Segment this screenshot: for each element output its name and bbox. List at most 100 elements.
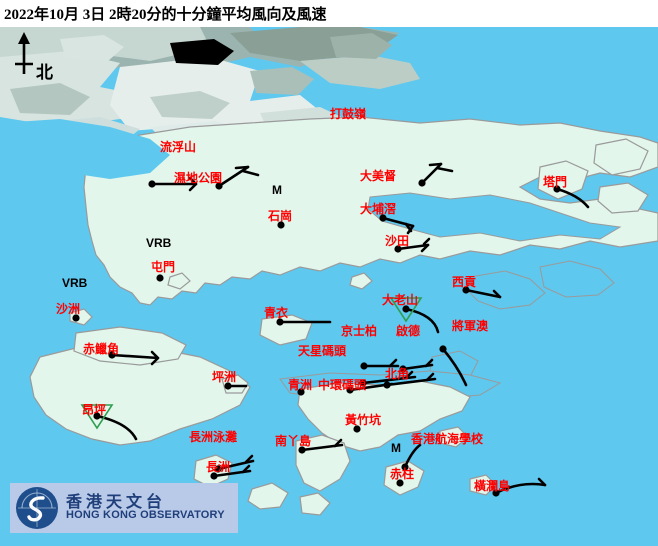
station-dot[interactable] [298,446,306,454]
missing-data-flag: M [391,441,401,455]
wind-barb [300,438,344,452]
wind-barb-feather [404,222,415,235]
station-label[interactable]: 大美督 [360,169,397,183]
station-dot[interactable] [399,365,407,373]
station-dot[interactable] [396,479,404,487]
station-label[interactable]: 橫瀾島 [474,479,511,493]
station-dot[interactable] [277,221,285,229]
station-dot[interactable] [359,379,367,387]
wind-barb-feather [424,358,434,368]
wind-barb [150,176,198,192]
station-dot[interactable] [215,182,223,190]
station-dot[interactable] [379,214,387,222]
wind-barb-feather [241,464,251,474]
wind-barb-feather [388,358,398,368]
wind-barb [494,477,547,495]
wind-barb [381,216,415,235]
station-dot[interactable] [402,305,410,313]
wind-barb-shaft [441,347,468,387]
station-label[interactable]: 南丫島 [275,434,312,448]
station-dot[interactable] [360,362,368,370]
station-label[interactable]: 沙洲 [56,302,81,316]
station-dot[interactable] [148,180,156,188]
north-label: 北 [36,63,53,82]
wind-barb [420,162,454,185]
station-label[interactable]: 濕地公園 [174,171,223,185]
wind-barb [212,464,252,478]
variable-wind-flag: VRB [146,236,172,250]
station-label[interactable]: 塔門 [543,175,568,189]
station-label[interactable]: 香港航海學校 [411,432,484,446]
station-dot[interactable] [394,245,402,253]
wind-barb [464,288,502,299]
station-label[interactable]: 長洲 [206,460,231,474]
station-label[interactable]: 流浮山 [160,140,197,154]
station-dot[interactable] [462,286,470,294]
station-label[interactable]: 北角 [385,367,410,381]
station-label[interactable]: 天星碼頭 [298,344,347,358]
station-dot[interactable] [214,465,222,473]
station-dot[interactable] [72,314,80,322]
station-label[interactable]: 屯門 [151,260,176,274]
station-label[interactable]: 黃竹坑 [345,413,382,427]
station-label[interactable]: 長洲泳灘 [189,430,238,444]
station-label[interactable]: 打鼓嶺 [330,107,367,121]
station-dot[interactable] [553,185,561,193]
wind-barb [404,307,440,334]
station-dot[interactable] [346,386,354,394]
station-dot[interactable] [108,351,116,359]
station-label[interactable]: 坪洲 [212,370,237,384]
wind-barb-feather [404,370,414,380]
station-dot[interactable] [224,382,232,390]
station-label[interactable]: 石崗 [268,209,293,223]
station-dot[interactable] [353,425,361,433]
station-dot[interactable] [297,388,305,396]
station-dot[interactable] [439,345,447,353]
wind-barb-feather [333,438,343,448]
station-dot[interactable] [93,412,101,420]
wind-barb [401,358,434,371]
wind-barb-feather [537,477,547,487]
station-dot[interactable] [276,318,284,326]
wind-barb [217,165,260,188]
wind-barb-feather [150,350,160,366]
station-label[interactable]: 青衣 [264,306,289,320]
station-dot[interactable] [210,472,218,480]
station-label[interactable]: 沙田 [385,234,410,248]
land-polygons [0,116,658,516]
map-canvas[interactable]: 打鼓嶺流浮山濕地公園 大美督 塔門石崗 M 大埔滘沙田屯門 VRB 西貢沙洲 VRB 大老山青衣… [0,27,658,546]
station-label[interactable]: 將軍澳 [452,319,489,333]
station-label[interactable]: 京士柏 [341,324,378,338]
wind-barb [385,372,437,387]
station-dot[interactable] [418,179,426,187]
wind-barb [362,358,400,368]
station-label[interactable]: 青洲 [288,378,313,392]
wind-barb [396,237,431,253]
station-marker-layer [72,179,561,497]
wind-barb [110,350,160,366]
station-label[interactable]: 中環碼頭 [318,378,367,392]
station-dot[interactable] [401,463,409,471]
station-triangle-marker [389,297,423,323]
north-arrow-icon: 北 [6,30,66,82]
missing-data-flag: M [272,183,282,197]
station-label[interactable]: 赤柱 [390,467,415,481]
station-label[interactable]: 西貢 [452,275,477,289]
station-label[interactable]: 大老山 [382,293,419,307]
station-label[interactable]: 赤鱲角 [83,342,120,356]
map-graphics [0,27,658,546]
station-label[interactable]: 大埔滘 [360,202,397,216]
station-dot[interactable] [156,274,164,282]
station-label[interactable]: 昂坪 [82,403,107,417]
hko-logo: 香港天文台 HONG KONG OBSERVATORY [10,483,238,533]
station-triangle-marker [80,404,114,430]
station-dot[interactable] [383,381,391,389]
station-dot[interactable] [492,489,500,497]
station-label[interactable]: 啟德 [396,324,421,338]
variable-wind-flag: VRB [62,276,88,290]
wind-barb [361,370,417,385]
page-title: 2022年10月 3日 2時20分的十分鐘平均風向及風速 [4,7,327,23]
wind-barb-feather [428,162,454,173]
wind-barb-shaft [464,288,502,299]
